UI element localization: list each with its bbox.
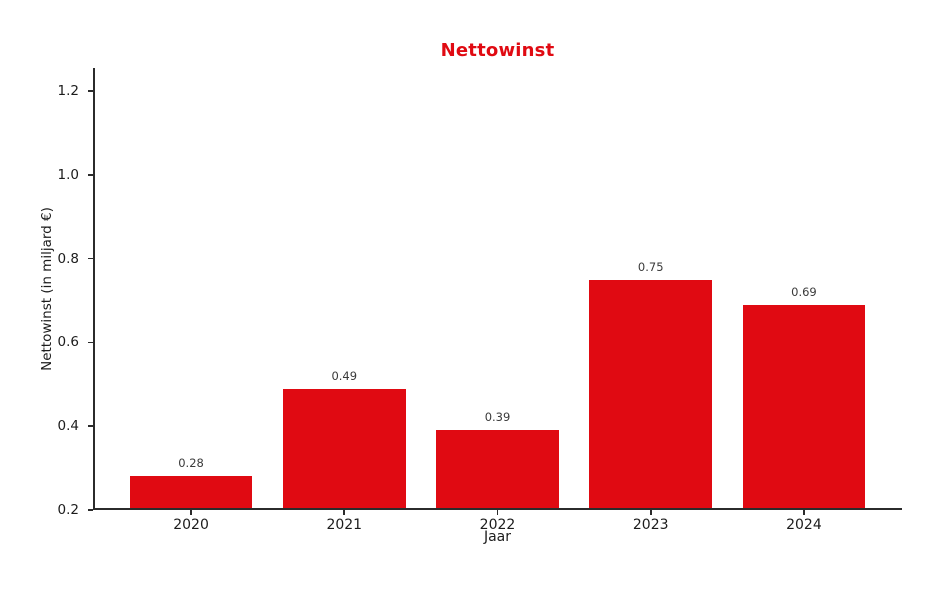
y-tick (88, 509, 93, 511)
y-tick-label: 1.2 (57, 83, 79, 100)
plot-area: 0.2 0.4 0.6 0.8 1.0 1.2 2020 0.28 2021 0.49 2022 0.… (58, 68, 902, 533)
x-axis-line (93, 508, 902, 510)
x-tick-label: 2022 (479, 517, 516, 533)
bar-2024 (742, 304, 866, 510)
x-tick-label: 2024 (786, 517, 822, 533)
x-tick-label: 2021 (326, 517, 363, 533)
y-tick (88, 425, 93, 427)
y-tick-label: 0.2 (57, 502, 79, 518)
y-axis-line (93, 68, 95, 510)
bar-value-label: 0.28 (178, 456, 204, 471)
bar-value-label: 0.39 (484, 410, 511, 425)
bar-value-label: 0.49 (331, 368, 358, 383)
y-tick-label: 0.6 (57, 334, 79, 351)
x-tick (496, 510, 499, 515)
x-tick (343, 510, 346, 515)
y-tick (88, 174, 93, 176)
bar-2020 (129, 476, 253, 510)
bar-value-label: 0.75 (637, 259, 664, 274)
bar-2021 (282, 388, 406, 510)
y-tick-label: 0.8 (57, 250, 79, 267)
chart-title: Nettowinst (440, 40, 555, 61)
x-tick (803, 510, 805, 515)
y-tick (88, 341, 93, 344)
y-tick-label: 1.0 (57, 166, 79, 183)
bar-value-label: 0.69 (791, 284, 817, 299)
x-axis-label: Jaar (483, 529, 512, 545)
x-tick (649, 510, 652, 515)
x-tick-label: 2023 (632, 517, 669, 533)
bar-2023 (589, 279, 712, 510)
y-tick-label: 0.4 (57, 418, 79, 435)
y-tick (88, 257, 93, 260)
bar-2022 (436, 430, 559, 510)
x-tick-label: 2020 (173, 517, 209, 533)
x-tick (190, 510, 192, 515)
y-tick (88, 90, 93, 92)
